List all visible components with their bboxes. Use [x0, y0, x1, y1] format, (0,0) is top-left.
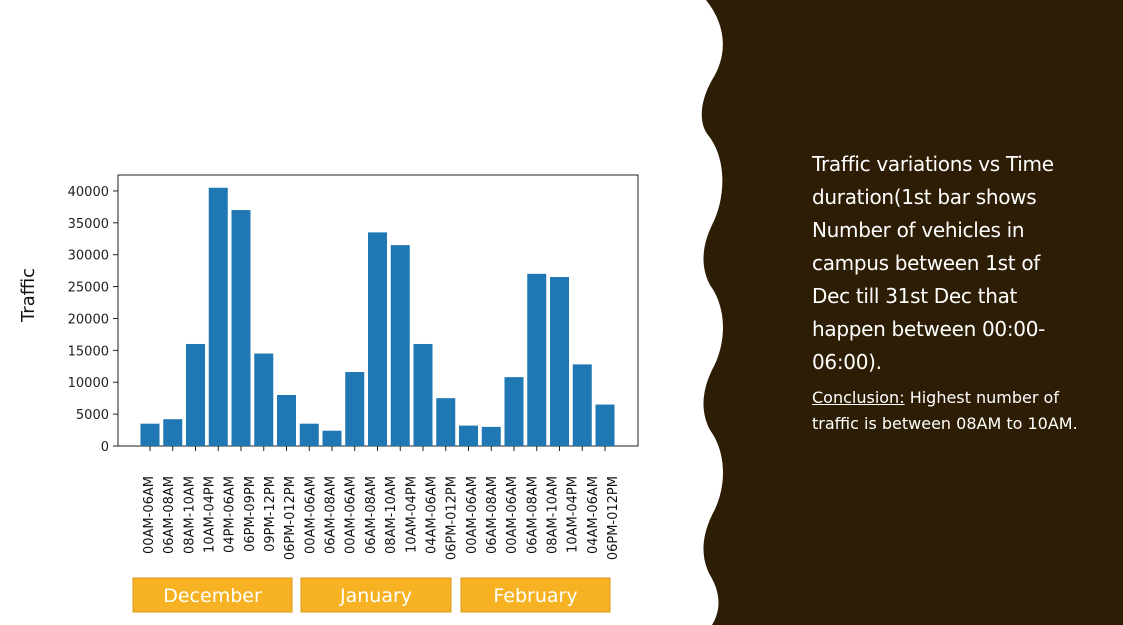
month-box [132, 577, 293, 613]
bar [254, 353, 274, 446]
bar [368, 232, 387, 446]
x-label: 06PM-09PM [243, 476, 258, 552]
y-tick-label: 20000 [68, 312, 109, 327]
conclusion: Conclusion: Highest number of traffic is… [812, 385, 1082, 437]
month-label: February [493, 585, 577, 607]
bar [413, 343, 433, 446]
x-label: 00AM-06AM [303, 476, 318, 554]
bar [527, 273, 547, 446]
bar [504, 377, 524, 446]
bar [572, 364, 592, 446]
y-axis-label: Traffic [18, 268, 39, 323]
month-box [300, 577, 452, 613]
x-label: 00AM-06AM [505, 476, 520, 554]
month-label: January [339, 585, 412, 607]
x-label: 04AM-06AM [424, 476, 439, 554]
y-tick-label: 25000 [68, 281, 109, 296]
bar [299, 423, 319, 446]
bar [322, 430, 342, 446]
y-tick-label: 35000 [68, 217, 109, 232]
x-label: 00AM-06AM [344, 476, 359, 554]
bar [231, 210, 251, 446]
conclusion-text: Highest number of traffic is between 08A… [812, 388, 1078, 433]
x-label: 00AM-06AM [465, 476, 480, 554]
x-label: 08AM-10AM [545, 476, 560, 554]
y-tick-label: 5000 [76, 408, 109, 423]
month-box [460, 577, 611, 613]
bar [277, 394, 296, 446]
y-tick-label: 30000 [68, 249, 109, 264]
x-label: 06PM-012PM [445, 476, 460, 560]
side-text: Traffic variations vs Time duration(1st … [812, 148, 1082, 437]
month-label: December [163, 585, 262, 607]
bar [550, 277, 569, 446]
x-label: 06AM-08AM [485, 476, 500, 554]
x-label: 06PM-012PM [606, 476, 621, 560]
x-label: 04PM-06AM [223, 476, 238, 553]
x-label: 10AM-04PM [404, 476, 419, 553]
x-label: 10AM-04PM [203, 476, 218, 553]
bar [481, 426, 501, 446]
side-panel [701, 0, 1123, 625]
x-label: 04AM-06AM [586, 476, 601, 554]
x-label: 10AM-04PM [566, 476, 581, 553]
bar [163, 419, 183, 446]
x-label: 09PM-12PM [263, 476, 278, 552]
x-label: 00AM-06AM [142, 476, 157, 554]
x-label: 08AM-10AM [384, 476, 399, 554]
x-label: 06AM-08AM [364, 476, 379, 554]
bar [459, 425, 478, 446]
conclusion-label: Conclusion: [812, 388, 905, 407]
x-label: 06AM-08AM [324, 476, 339, 554]
x-label: 06AM-08AM [162, 476, 177, 554]
bar [140, 423, 160, 446]
bar [186, 343, 205, 446]
y-tick-label: 0 [101, 440, 109, 455]
y-tick-label: 10000 [68, 376, 109, 391]
x-label: 06PM-012PM [283, 476, 298, 560]
x-label: 06AM-08AM [525, 476, 540, 554]
bar [595, 404, 615, 446]
bar [436, 398, 456, 446]
y-tick-label: 15000 [68, 344, 109, 359]
bar [208, 187, 228, 447]
bar [390, 245, 410, 446]
description: Traffic variations vs Time duration(1st … [812, 152, 1054, 374]
y-tick-label: 40000 [68, 185, 109, 200]
x-label: 08AM-10AM [182, 476, 197, 554]
bar [345, 372, 365, 446]
